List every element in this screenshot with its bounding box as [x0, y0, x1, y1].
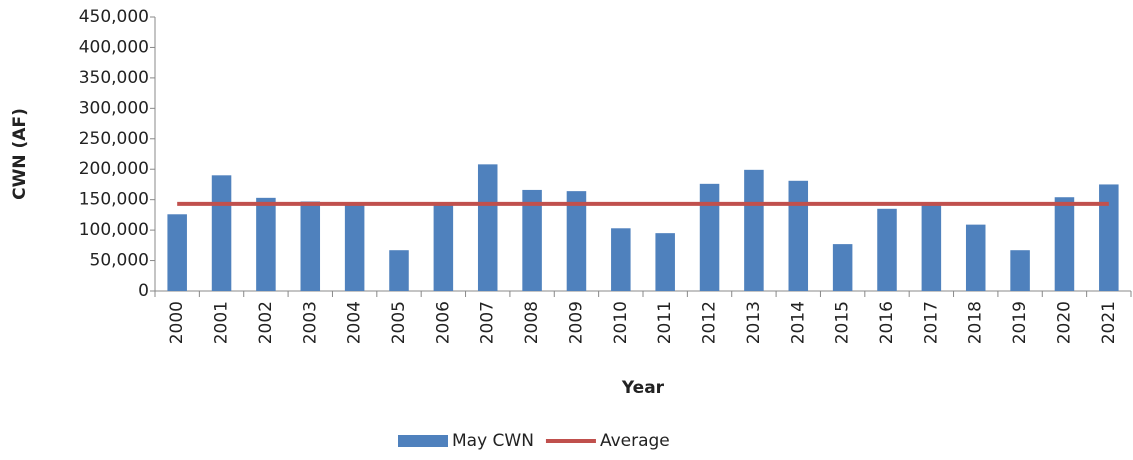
bar — [433, 202, 454, 291]
bar — [832, 244, 853, 291]
y-tick-label: 150,000 — [79, 190, 149, 210]
bar — [655, 233, 675, 291]
x-tick-label: 2020 — [1054, 301, 1074, 344]
x-tick-label: 2007 — [478, 301, 498, 344]
legend-label: Average — [600, 431, 670, 451]
bar — [477, 164, 498, 291]
x-tick-label: 2016 — [877, 301, 897, 344]
x-tick-label: 2002 — [256, 301, 276, 344]
bar — [699, 183, 720, 291]
x-tick-label: 2012 — [700, 301, 720, 344]
bar — [1010, 250, 1030, 291]
legend-label: May CWN — [452, 431, 534, 451]
bar — [256, 197, 276, 291]
x-tick-label: 2008 — [522, 301, 542, 344]
y-tick-label: 200,000 — [79, 159, 149, 179]
bar — [300, 201, 321, 291]
x-tick-label: 2010 — [611, 301, 631, 344]
bar — [744, 169, 764, 291]
bar — [389, 250, 409, 291]
x-tick-label: 2017 — [921, 301, 941, 344]
y-tick-label: 250,000 — [79, 129, 149, 149]
y-tick-label: 50,000 — [90, 251, 149, 271]
x-tick-label: 2018 — [966, 301, 986, 344]
bar — [877, 208, 897, 291]
y-tick-label: 300,000 — [79, 98, 149, 118]
y-tick-label: 0 — [138, 281, 149, 301]
x-tick-label: 2013 — [744, 301, 764, 344]
y-tick-label: 100,000 — [79, 220, 149, 240]
bar — [611, 228, 631, 291]
bar — [965, 224, 986, 291]
bar — [167, 214, 187, 291]
x-tick-label: 2021 — [1099, 301, 1119, 344]
x-tick-label: 2004 — [345, 301, 365, 344]
x-tick-label: 2009 — [566, 301, 586, 344]
bar — [211, 175, 232, 291]
bar — [921, 202, 942, 291]
y-tick-label: 450,000 — [79, 7, 149, 27]
bar — [1099, 184, 1119, 291]
y-axis-label: CWN (AF) — [10, 108, 30, 200]
x-tick-label: 2000 — [167, 301, 187, 344]
x-tick-label: 2003 — [300, 301, 320, 344]
x-tick-label: 2015 — [833, 301, 853, 344]
y-tick-label: 350,000 — [79, 68, 149, 88]
bar — [1054, 197, 1075, 291]
bar — [522, 189, 542, 291]
bar — [566, 191, 587, 291]
x-tick-label: 2001 — [212, 301, 232, 344]
x-tick-label: 2019 — [1010, 301, 1030, 344]
x-axis-label: Year — [621, 378, 665, 398]
bar — [788, 180, 809, 291]
x-tick-label: 2006 — [433, 301, 453, 344]
x-tick-label: 2005 — [389, 301, 409, 344]
x-tick-label: 2014 — [788, 301, 808, 344]
bar — [344, 202, 365, 291]
x-tick-label: 2011 — [655, 301, 675, 344]
legend-swatch — [398, 435, 448, 447]
y-tick-label: 400,000 — [79, 37, 149, 57]
